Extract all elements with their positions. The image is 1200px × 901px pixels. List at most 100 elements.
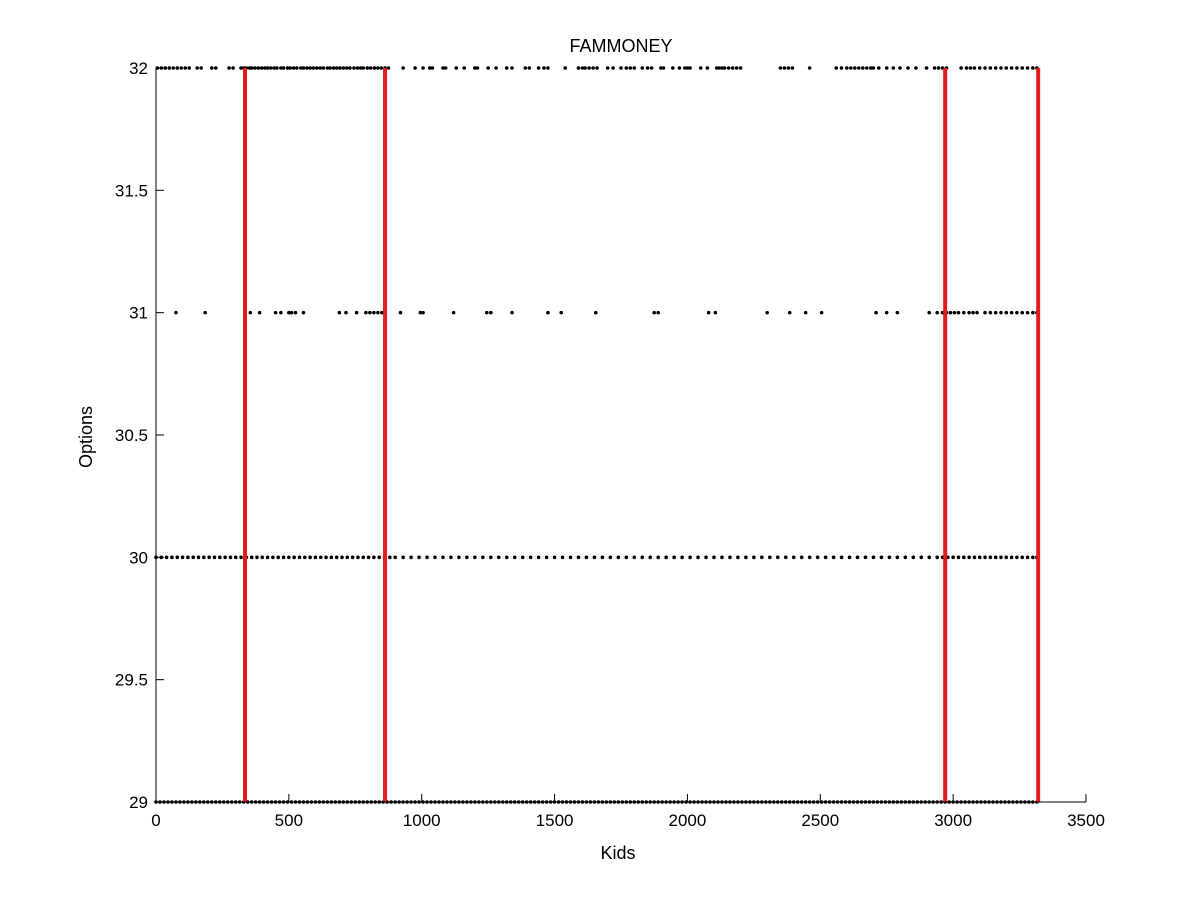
data-point	[736, 555, 740, 560]
data-point	[263, 66, 267, 70]
data-point	[341, 66, 346, 70]
data-point	[481, 555, 485, 560]
data-point	[418, 310, 423, 315]
data-point	[649, 66, 654, 70]
data-point	[239, 555, 243, 560]
data-point	[967, 310, 971, 315]
data-point	[356, 555, 360, 560]
data-point	[608, 555, 613, 560]
data-point	[983, 555, 987, 560]
data-point	[956, 310, 961, 315]
data-point	[350, 555, 355, 560]
data-point	[906, 66, 910, 70]
data-point	[295, 66, 299, 70]
data-point	[276, 555, 281, 560]
data-point	[717, 66, 722, 70]
data-point	[857, 66, 861, 70]
y-axis-label: Options	[76, 406, 96, 468]
data-point	[871, 555, 876, 560]
data-point	[523, 66, 528, 70]
data-point	[999, 310, 1003, 315]
data-point	[199, 66, 203, 70]
data-point	[1004, 66, 1009, 70]
data-point	[887, 555, 892, 560]
data-point	[313, 555, 318, 560]
x-tick-label: 1000	[403, 811, 441, 830]
data-point	[847, 555, 852, 560]
data-point	[834, 66, 839, 70]
data-point	[380, 310, 384, 315]
data-point	[542, 66, 546, 70]
data-point	[457, 555, 461, 560]
data-point	[451, 310, 456, 315]
data-point	[334, 555, 339, 560]
data-point	[972, 66, 977, 70]
data-point	[927, 555, 932, 560]
data-point	[510, 66, 514, 70]
data-point	[823, 555, 828, 560]
data-point	[868, 66, 873, 70]
data-point	[895, 310, 900, 315]
data-point	[775, 555, 780, 560]
data-point	[228, 555, 233, 560]
data-point	[988, 555, 993, 560]
data-point	[536, 555, 541, 560]
data-point	[895, 555, 900, 560]
data-point	[961, 310, 966, 315]
data-point	[768, 555, 772, 560]
data-point	[791, 555, 796, 560]
data-point	[871, 66, 876, 70]
data-point	[293, 310, 298, 315]
data-point	[704, 555, 708, 560]
data-point	[462, 66, 467, 70]
data-point	[257, 310, 262, 315]
data-point	[265, 555, 270, 560]
data-point	[1031, 555, 1035, 560]
data-point	[299, 66, 303, 70]
data-point	[999, 555, 1003, 560]
data-point	[344, 66, 349, 70]
data-point	[696, 555, 700, 560]
data-point	[354, 310, 359, 315]
data-point	[249, 555, 254, 560]
data-point	[361, 66, 366, 70]
data-point	[504, 66, 509, 70]
data-point	[911, 555, 916, 560]
data-point	[314, 66, 319, 70]
data-point	[935, 310, 939, 315]
data-point	[648, 555, 653, 560]
data-point	[441, 555, 445, 560]
data-point	[576, 66, 581, 70]
data-point	[528, 555, 533, 560]
data-point	[186, 555, 190, 560]
data-point	[977, 66, 982, 70]
data-point	[372, 555, 376, 560]
data-point	[765, 310, 769, 315]
data-point	[449, 555, 453, 560]
data-point	[656, 310, 660, 315]
y-ticks: 29 29.5 30 30.5 31 31.5 32	[115, 59, 164, 812]
data-point	[175, 66, 180, 70]
data-point	[328, 66, 332, 70]
data-point	[334, 66, 339, 70]
x-tick-label: 0	[151, 811, 160, 830]
data-point	[344, 310, 348, 315]
data-point	[285, 66, 290, 70]
data-point	[413, 66, 417, 70]
data-point	[640, 555, 645, 560]
data-point	[559, 310, 564, 315]
data-point	[874, 310, 878, 315]
data-point	[956, 555, 961, 560]
data-point	[195, 66, 199, 70]
data-point	[1025, 66, 1030, 70]
data-point	[988, 310, 993, 315]
data-point	[183, 66, 188, 70]
data-point	[652, 310, 657, 315]
data-point	[807, 555, 812, 560]
data-point	[340, 555, 344, 560]
data-point	[265, 66, 270, 70]
data-point	[993, 310, 998, 315]
data-point	[441, 66, 445, 70]
data-point	[393, 555, 397, 560]
data-point	[318, 555, 323, 560]
